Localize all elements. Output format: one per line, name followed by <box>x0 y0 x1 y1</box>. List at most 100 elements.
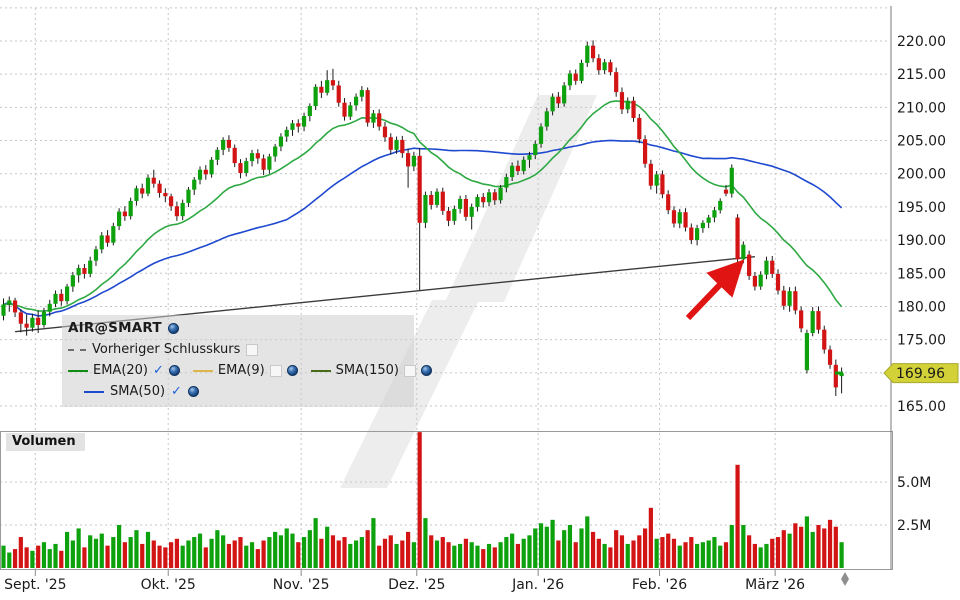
volume-bar <box>827 519 833 568</box>
volume-bar <box>371 518 376 568</box>
globe-icon[interactable] <box>421 365 432 376</box>
volume-bar <box>290 533 295 568</box>
candle-body <box>157 183 162 193</box>
volume-bar <box>567 525 573 568</box>
price-tick-label: 180.00 <box>897 299 946 315</box>
volume-bar <box>654 538 659 568</box>
volume-bar <box>128 537 133 568</box>
candle-body <box>741 244 746 260</box>
volume-bar <box>521 538 526 568</box>
volume-bar <box>648 507 653 568</box>
price-tick-label: 220.00 <box>897 34 946 50</box>
volume-bar <box>475 545 480 568</box>
globe-icon[interactable] <box>168 365 180 376</box>
volume-bar <box>174 538 179 568</box>
volume-bar <box>169 542 174 568</box>
candle-body <box>666 194 671 211</box>
volume-bar <box>47 549 52 568</box>
candle-body <box>625 100 630 110</box>
candle-body <box>515 165 521 172</box>
volume-bar <box>498 542 503 568</box>
candle-body <box>261 158 266 170</box>
candle-body <box>163 192 168 197</box>
candle-body <box>313 86 318 107</box>
volume-bar <box>232 540 237 568</box>
globe-icon[interactable] <box>286 365 298 376</box>
candle-body <box>637 117 642 140</box>
volume-bar <box>365 530 370 568</box>
volume-bar <box>1 545 6 568</box>
candle-body <box>388 137 393 150</box>
volume-bar <box>313 518 318 568</box>
ema20-checkbox-checked[interactable]: ✓ <box>153 362 164 378</box>
candle-body <box>47 303 52 312</box>
volume-bar <box>799 526 804 568</box>
volume-bar <box>712 537 717 568</box>
candle-body <box>209 159 214 175</box>
candle-body <box>510 165 515 178</box>
last-price-tick <box>835 371 843 375</box>
candle-body <box>238 163 243 174</box>
candle-body <box>406 153 411 167</box>
volume-panel-frame <box>0 431 893 570</box>
candle-body <box>735 217 740 260</box>
candle-body <box>249 153 255 162</box>
volume-bar <box>226 543 232 568</box>
candle-body <box>683 212 688 228</box>
legend-item-sma150: SMA(150) <box>310 360 432 381</box>
volume-bar <box>562 530 567 568</box>
prev-close-checkbox[interactable] <box>246 343 259 356</box>
volume-bar <box>596 538 601 568</box>
volume-bar <box>723 542 729 568</box>
candle-body <box>134 188 139 201</box>
candle-body <box>556 96 561 104</box>
candle-body <box>804 332 810 371</box>
volume-bar <box>689 537 694 568</box>
candle-body <box>348 105 353 117</box>
volume-bar <box>377 545 382 568</box>
candle-body <box>232 147 237 164</box>
legend-prev-close-row: Vorheriger Schlusskurs <box>68 339 408 360</box>
candle-body <box>642 139 648 164</box>
watermark <box>445 95 597 302</box>
scroll-handle-icon[interactable] <box>841 572 849 586</box>
volume-bar <box>111 537 116 568</box>
sma150-checkbox[interactable] <box>404 364 416 377</box>
volume-bar <box>614 530 619 568</box>
volume-bar <box>24 547 29 568</box>
price-tick-label: 215.00 <box>897 67 946 83</box>
globe-icon[interactable] <box>167 323 179 334</box>
volume-bar <box>267 537 272 568</box>
candle-body <box>533 143 538 156</box>
month-label: März '26 <box>745 577 805 593</box>
volume-bar <box>93 538 99 568</box>
candle-body <box>203 169 208 175</box>
volume-bar <box>625 543 630 568</box>
candle-body <box>677 212 682 224</box>
volume-bar <box>718 545 723 568</box>
candle-body <box>169 196 174 207</box>
candle-body <box>440 191 445 211</box>
volume-bar <box>296 542 301 568</box>
last-price-value: 169.96 <box>896 366 945 382</box>
volume-bar <box>388 535 393 568</box>
volume-bar <box>741 525 746 568</box>
volume-bar <box>660 537 665 568</box>
candle-body <box>7 300 12 305</box>
volume-bar <box>209 538 214 568</box>
candle-body <box>325 80 330 93</box>
sma50-checkbox-checked[interactable]: ✓ <box>171 383 182 399</box>
volume-bar <box>695 543 700 568</box>
ema20-label: EMA(20) <box>93 363 149 378</box>
candle-body <box>718 200 723 211</box>
legend-item-sma50: SMA(50) ✓ <box>84 381 408 402</box>
candle-body <box>244 161 249 174</box>
globe-icon[interactable] <box>187 386 199 397</box>
last-price-badge <box>883 363 959 384</box>
candle-body <box>278 136 284 147</box>
volume-bar <box>197 533 203 568</box>
sma50-line <box>3 139 843 317</box>
candle-body <box>117 211 122 227</box>
ema9-checkbox[interactable] <box>269 364 282 377</box>
volume-bar <box>359 537 364 568</box>
